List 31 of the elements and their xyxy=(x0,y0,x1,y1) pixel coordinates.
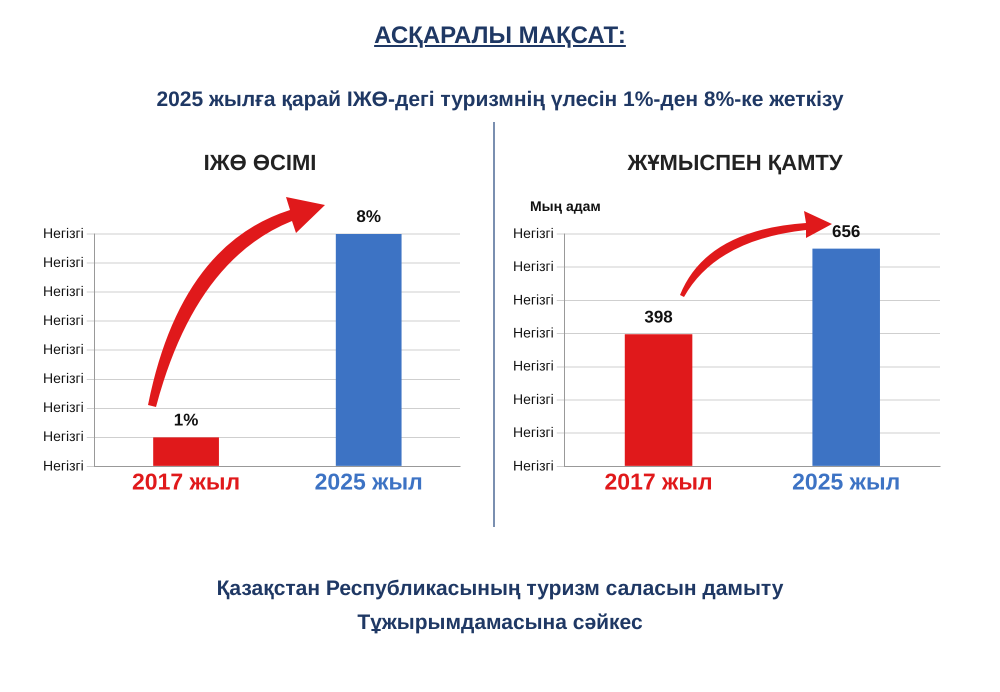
text: Негізгі xyxy=(43,428,84,444)
x-tick-label: 2017 жыл xyxy=(132,468,240,495)
text: Негізгі xyxy=(43,282,84,299)
text: АСҚАРАЛЫ МАҚСАТ: xyxy=(373,22,627,50)
text: Негізгі xyxy=(513,457,554,474)
data-label: 656 xyxy=(832,222,860,241)
text: Негізгі xyxy=(43,341,84,358)
data-label: 8% xyxy=(356,207,381,226)
text: Негізгі xyxy=(513,224,554,241)
text: Негізгі xyxy=(513,291,554,308)
text: Негізгі xyxy=(43,457,84,474)
text: Негізгі xyxy=(43,254,84,270)
text: Қазақстан Республикасының туризм саласын дамыту Тұжырымдамасына сәйкес xyxy=(216,576,784,636)
text: Негізгі xyxy=(513,358,554,374)
x-tick-label: 2025 жыл xyxy=(792,468,900,495)
data-label: 398 xyxy=(644,307,673,326)
chart-title: ІЖӨ ӨСІМІ xyxy=(202,150,318,176)
x-tick-label: 2017 жыл xyxy=(604,468,713,495)
text: Негізгі xyxy=(513,390,554,407)
text: Негізгі xyxy=(43,312,84,328)
data-label: 1% xyxy=(174,410,198,430)
chart-title: ЖҰМЫСПЕН ҚАМТУ xyxy=(626,150,844,176)
x-tick-label: 2025 жыл xyxy=(314,468,423,495)
text: 2025 жылға қарай ІЖӨ-дегі туризмнің үлесін 1%-ден 8%-ке жеткізу xyxy=(155,88,845,112)
text: Негізгі xyxy=(513,424,554,440)
text: Негізгі xyxy=(513,258,554,274)
text: Негізгі xyxy=(43,370,84,386)
text: Негізгі xyxy=(43,399,84,416)
text: Негізгі xyxy=(513,324,554,340)
text: Негізгі xyxy=(43,224,84,241)
y-axis-title: Мың адам xyxy=(530,198,601,214)
